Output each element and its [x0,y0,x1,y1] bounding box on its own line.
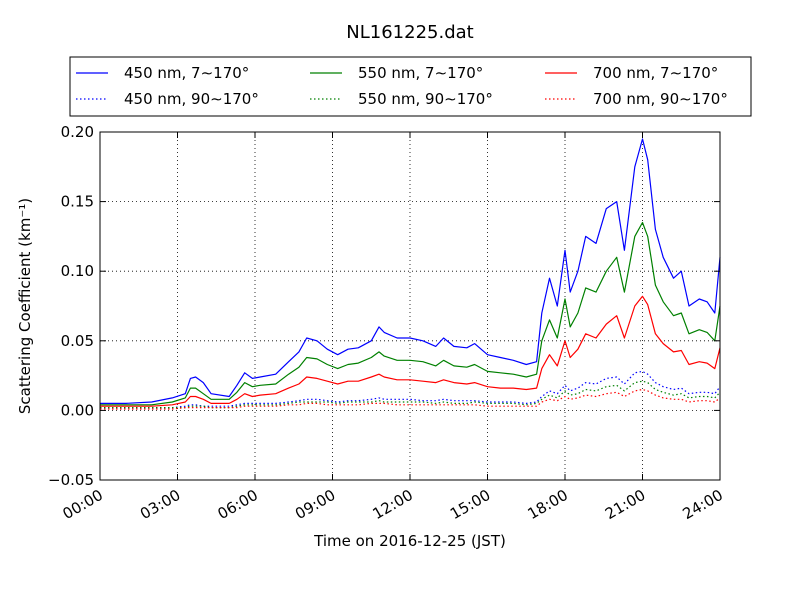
y-tick-label: 0.00 [61,401,94,419]
plot-series [100,138,721,410]
y-tick-label: 0.05 [61,332,94,350]
legend-entries: 450 nm, 7∼170° 550 nm, 7∼170° 700 nm, 7∼17… [76,64,728,108]
series-line [100,380,721,409]
chart-title: NL161225.dat [346,22,473,43]
y-axis-label: Scattering Coefficient (km⁻¹) [16,198,34,414]
series-line [100,221,721,406]
legend-label: 450 nm, 7∼170° [124,64,249,82]
legend-label: 550 nm, 7∼170° [358,64,483,82]
series-line [100,138,721,404]
series-line [100,388,721,410]
x-axis-label: Time on 2016-12-25 (JST) [313,532,506,550]
y-tick-label: −0.05 [48,471,94,489]
legend-label: 550 nm, 90∼170° [358,90,493,108]
legend: 450 nm, 7∼170° 550 nm, 7∼170° 700 nm, 7∼17… [69,56,752,117]
series-line [100,295,721,407]
y-tick-label: 0.10 [61,262,94,280]
y-tick-label: 0.20 [61,123,94,141]
legend-box [69,56,752,117]
legend-label: 450 nm, 90∼170° [124,90,259,108]
legend-label: 700 nm, 90∼170° [593,90,728,108]
y-tick-label: 0.15 [61,193,94,211]
legend-label: 700 nm, 7∼170° [593,64,718,82]
